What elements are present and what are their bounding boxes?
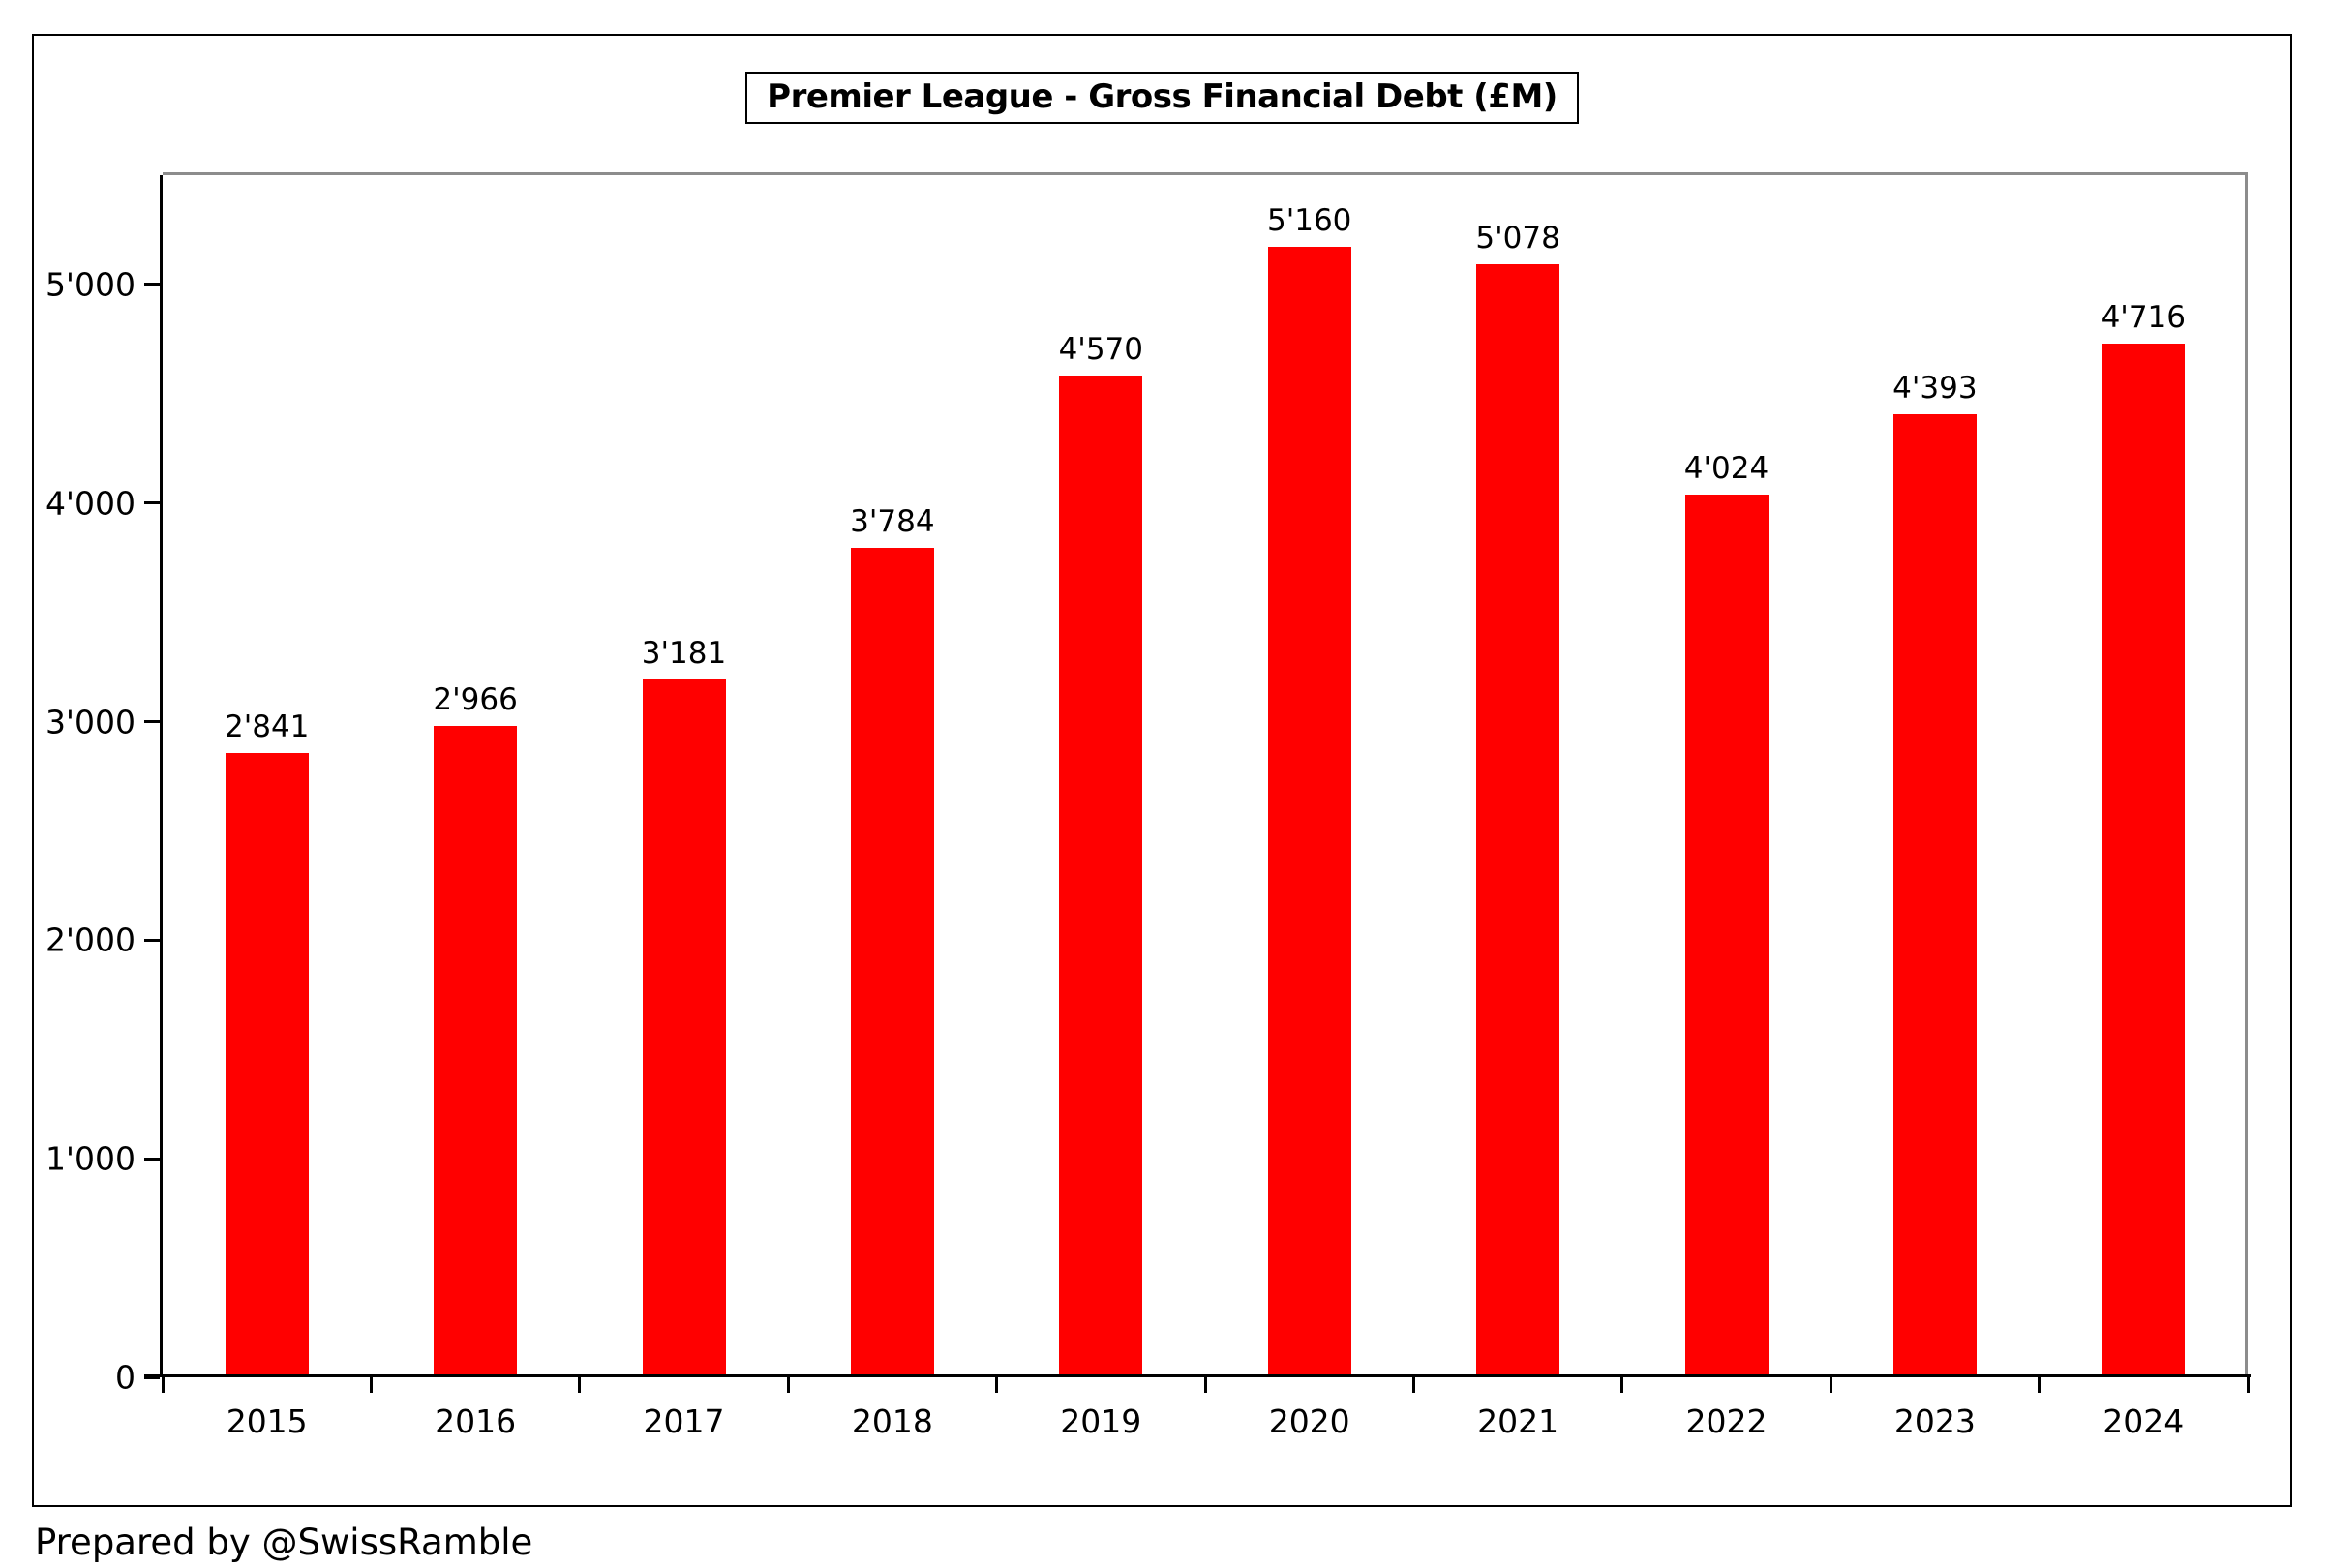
plot-area: 0 1'000 2'000 3'000 4'000 5'000 2'841 2015 2'966… [45,172,2251,1440]
bar-2015 [225,753,309,1374]
y-axis-tick-label: 0 [115,1358,136,1397]
y-axis-tick [144,501,160,505]
x-axis-label: 2015 [226,1402,308,1440]
x-axis-label: 2021 [1477,1402,1559,1440]
chart-title: Premier League - Gross Financial Debt (£… [745,72,1579,124]
bar-value-label: 3'784 [850,503,935,539]
x-axis-label: 2017 [643,1402,725,1440]
y-axis-tick-label: 5'000 [45,265,136,304]
x-axis-tick [161,1377,165,1393]
bar-2018 [850,547,934,1374]
bar-value-label: 4'716 [2101,300,2187,336]
y-axis-tick-label: 3'000 [45,703,136,741]
y-axis-tick-label: 4'000 [45,484,136,523]
footer-credit: Prepared by @SwissRamble [35,1522,533,1563]
y-axis-tick [144,1157,160,1161]
x-axis-tick [1829,1377,1832,1393]
x-axis-label: 2020 [1268,1402,1350,1440]
bar-value-label: 2'966 [433,682,518,718]
bar-value-label: 3'181 [641,635,727,671]
x-axis-tick [1620,1377,1624,1393]
x-axis-label: 2024 [2102,1402,2185,1440]
bar-value-label: 5'160 [1266,202,1352,238]
bar-2021 [1476,264,1560,1374]
bar-2024 [2102,344,2186,1374]
bar-value-label: 5'078 [1475,221,1560,256]
x-axis-label: 2016 [435,1402,517,1440]
x-axis-tick [578,1377,582,1393]
x-axis-tick [1411,1377,1415,1393]
y-axis-tick-label: 1'000 [45,1139,136,1178]
x-axis-label: 2018 [851,1402,933,1440]
x-axis-tick [2246,1377,2250,1393]
x-axis-label: 2022 [1685,1402,1768,1440]
bar-2017 [642,678,726,1374]
chart-title-box: Premier League - Gross Financial Debt (£… [34,72,2290,124]
x-axis-tick [2038,1377,2042,1393]
y-axis-tick [144,1375,160,1379]
bar-value-label: 4'570 [1058,332,1144,367]
bar-2019 [1059,376,1143,1374]
bar-2016 [434,726,518,1374]
x-axis-tick [1203,1377,1207,1393]
y-axis-tick [144,720,160,724]
y-axis-line [160,175,163,1377]
bar-value-label: 4'024 [1683,451,1769,487]
bar-2023 [1892,413,1977,1374]
y-axis-tick [144,283,160,286]
x-axis-tick [995,1377,999,1393]
x-axis-tick [786,1377,790,1393]
y-axis-tick [144,938,160,942]
bar-2020 [1267,246,1351,1374]
bar-value-label: 2'841 [224,709,310,745]
y-axis-tick-label: 2'000 [45,920,136,959]
bar-value-label: 4'393 [1892,370,1978,406]
x-axis-label: 2019 [1060,1402,1142,1440]
chart-frame: Premier League - Gross Financial Debt (£… [32,34,2292,1507]
x-axis-tick [369,1377,373,1393]
x-axis-label: 2023 [1893,1402,1976,1440]
x-axis-line [144,1374,2251,1377]
bar-2022 [1684,495,1769,1374]
